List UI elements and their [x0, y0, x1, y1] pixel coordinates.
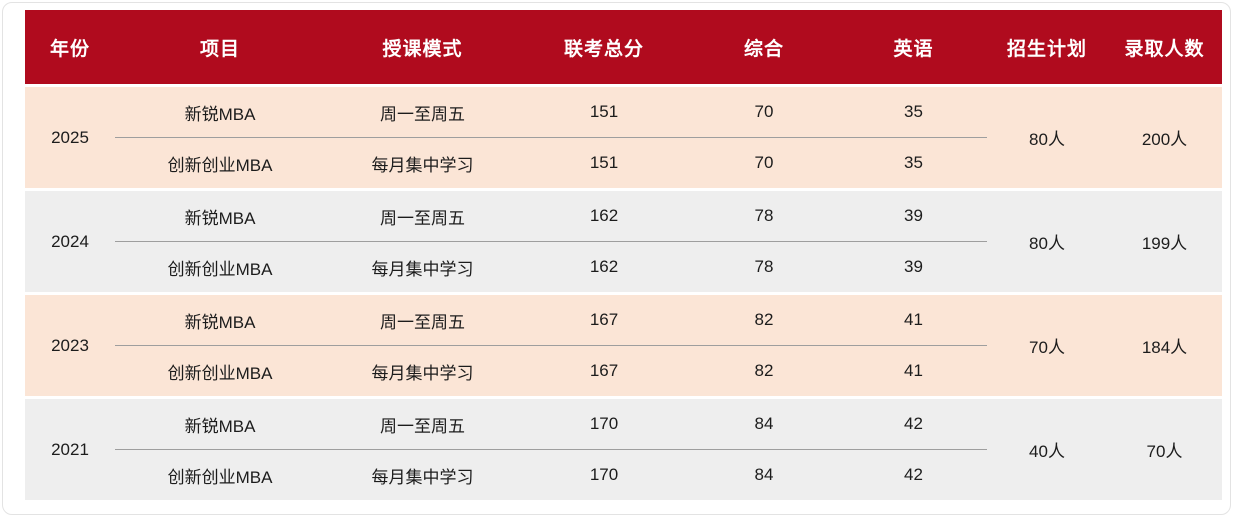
table-row: 创新创业MBA 每月集中学习 162 78 39	[25, 241, 1222, 294]
mode-cell: 周一至周五	[325, 292, 520, 346]
col-header-teaching-mode: 授课模式	[325, 10, 520, 86]
plan-cell: 70人	[987, 292, 1107, 398]
admitted-cell: 200人	[1107, 84, 1222, 190]
comprehensive-cell: 82	[688, 292, 840, 346]
total-score-cell: 170	[520, 396, 688, 450]
total-score-cell: 162	[520, 188, 688, 242]
program-cell: 创新创业MBA	[115, 449, 325, 500]
admission-score-table: 年份 项目 授课模式 联考总分 综合 英语 招生计划 录取人数 2025 新锐M…	[25, 10, 1222, 500]
total-score-cell: 170	[520, 449, 688, 500]
comprehensive-cell: 70	[688, 84, 840, 138]
admitted-cell: 70人	[1107, 396, 1222, 500]
program-cell: 新锐MBA	[115, 292, 325, 346]
admitted-cell: 199人	[1107, 188, 1222, 294]
program-cell: 新锐MBA	[115, 188, 325, 242]
plan-cell: 40人	[987, 396, 1107, 500]
table-row: 2025 新锐MBA 周一至周五 151 70 35 80人 200人	[25, 84, 1222, 190]
english-cell: 41	[840, 345, 987, 398]
program-cell: 新锐MBA	[115, 84, 325, 138]
comprehensive-cell: 70	[688, 137, 840, 190]
comprehensive-cell: 82	[688, 345, 840, 398]
table-row: 2023 新锐MBA 周一至周五 167 82 41 70人 184人	[25, 292, 1222, 398]
table-row: 创新创业MBA 每月集中学习 170 84 42	[25, 449, 1222, 500]
comprehensive-cell: 78	[688, 241, 840, 294]
mode-cell: 周一至周五	[325, 396, 520, 450]
english-cell: 39	[840, 188, 987, 242]
program-cell: 创新创业MBA	[115, 137, 325, 190]
plan-cell: 80人	[987, 188, 1107, 294]
english-cell: 42	[840, 449, 987, 500]
total-score-cell: 151	[520, 137, 688, 190]
total-score-cell: 162	[520, 241, 688, 294]
comprehensive-cell: 84	[688, 449, 840, 500]
total-score-cell: 167	[520, 345, 688, 398]
col-header-english: 英语	[840, 10, 987, 86]
total-score-cell: 167	[520, 292, 688, 346]
total-score-cell: 151	[520, 84, 688, 138]
mode-cell: 周一至周五	[325, 188, 520, 242]
year-cell: 2023	[25, 292, 115, 398]
admitted-cell: 184人	[1107, 292, 1222, 398]
mode-cell: 周一至周五	[325, 84, 520, 138]
year-cell: 2025	[25, 84, 115, 190]
mode-cell: 每月集中学习	[325, 449, 520, 500]
english-cell: 42	[840, 396, 987, 450]
mode-cell: 每月集中学习	[325, 241, 520, 294]
table-row: 2024 新锐MBA 周一至周五 162 78 39 80人 199人	[25, 188, 1222, 294]
comprehensive-cell: 84	[688, 396, 840, 450]
header-row: 年份 项目 授课模式 联考总分 综合 英语 招生计划 录取人数	[25, 10, 1222, 86]
english-cell: 39	[840, 241, 987, 294]
table-row: 创新创业MBA 每月集中学习 167 82 41	[25, 345, 1222, 398]
program-cell: 新锐MBA	[115, 396, 325, 450]
table-row: 2021 新锐MBA 周一至周五 170 84 42 40人 70人	[25, 396, 1222, 500]
english-cell: 35	[840, 137, 987, 190]
col-header-comprehensive: 综合	[688, 10, 840, 86]
col-header-total-score: 联考总分	[520, 10, 688, 86]
year-cell: 2021	[25, 396, 115, 500]
program-cell: 创新创业MBA	[115, 241, 325, 294]
english-cell: 41	[840, 292, 987, 346]
col-header-year: 年份	[25, 10, 115, 86]
col-header-admitted-count: 录取人数	[1107, 10, 1222, 86]
year-cell: 2024	[25, 188, 115, 294]
mode-cell: 每月集中学习	[325, 345, 520, 398]
col-header-enrollment-plan: 招生计划	[987, 10, 1107, 86]
mode-cell: 每月集中学习	[325, 137, 520, 190]
col-header-program: 项目	[115, 10, 325, 86]
program-cell: 创新创业MBA	[115, 345, 325, 398]
plan-cell: 80人	[987, 84, 1107, 190]
comprehensive-cell: 78	[688, 188, 840, 242]
english-cell: 35	[840, 84, 987, 138]
table-row: 创新创业MBA 每月集中学习 151 70 35	[25, 137, 1222, 190]
